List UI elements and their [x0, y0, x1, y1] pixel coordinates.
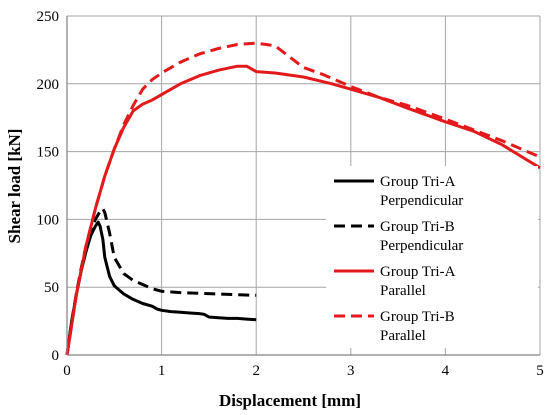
y-tick-label-1: 50	[44, 280, 59, 296]
y-tick-label-3: 150	[37, 145, 60, 161]
axes-frame	[66, 16, 540, 356]
series-line-2	[65, 207, 257, 356]
series-line-1	[65, 220, 257, 356]
series-line-4	[65, 41, 541, 356]
x-tick-label-4: 4	[442, 363, 450, 379]
legend-label-1: Group Tri-A Perpendicular	[380, 174, 463, 209]
legend-label-2: Group Tri-B Perpendicular	[380, 219, 463, 254]
x-tick-label-2: 2	[252, 363, 260, 379]
y-axis-title: Shear load [kN]	[5, 129, 24, 244]
y-tick-label-5: 250	[37, 9, 60, 25]
legend-label-4: Group Tri-B Parallel	[380, 309, 455, 344]
y-tick-label-4: 200	[37, 77, 60, 93]
x-tick-label-3: 3	[347, 363, 355, 379]
x-tick-label-1: 1	[158, 363, 166, 379]
x-tick-label-5: 5	[536, 363, 544, 379]
legend-box	[326, 166, 538, 348]
legend-label-3: Group Tri-A Parallel	[380, 264, 456, 299]
y-tick-label-2: 100	[37, 212, 60, 228]
legend: Group Tri-A Perpendicular Group Tri-B Perpe…	[326, 166, 538, 348]
y-tick-label-0: 0	[52, 348, 60, 364]
x-tick-label-0: 0	[63, 363, 71, 379]
series-layer	[65, 41, 541, 356]
x-axis-title: Displacement [mm]	[219, 391, 361, 410]
